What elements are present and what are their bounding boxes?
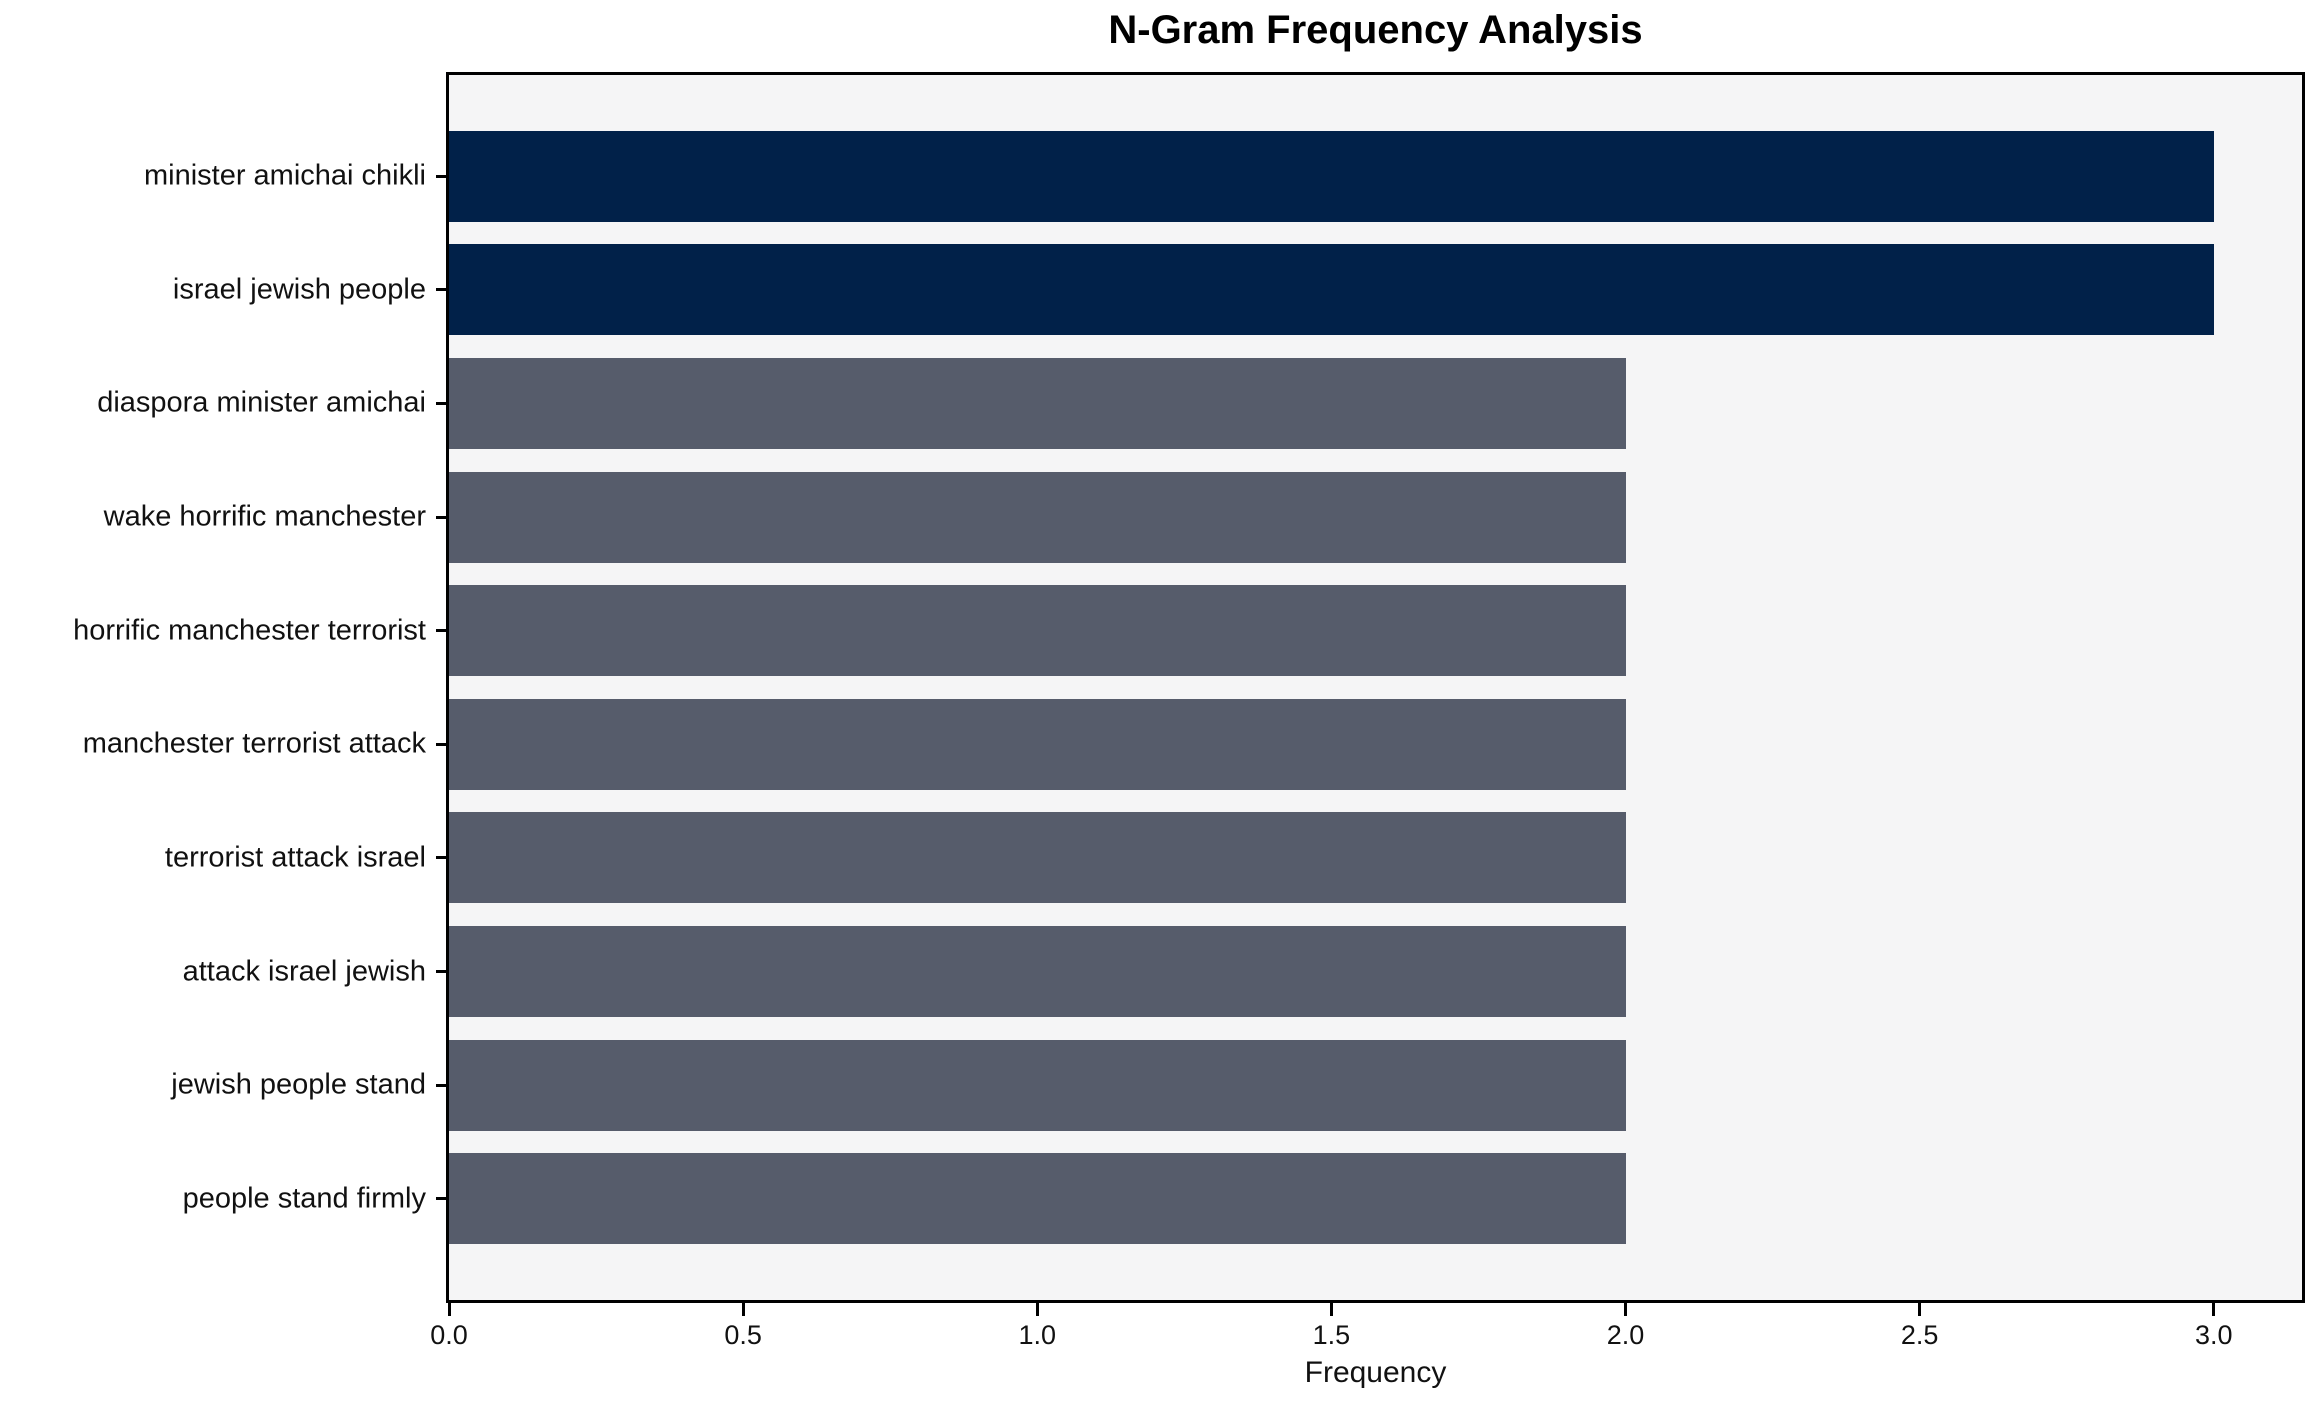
y-axis-tick [436,401,446,405]
y-axis-tick [436,1083,446,1087]
x-axis-tick-label: 0.0 [430,1320,468,1350]
y-axis-label: people stand firmly [182,1182,426,1215]
y-axis-tick [436,856,446,860]
y-axis-tick [436,515,446,519]
bar [449,585,1626,677]
y-axis-label: diaspora minister amichai [97,386,426,419]
x-axis-tick [1035,1303,1039,1316]
y-axis-label: terrorist attack israel [164,841,426,874]
y-axis-tick [436,1197,446,1201]
y-axis-label: minister amichai chikli [143,159,426,192]
bar [449,1153,1626,1245]
chart-title: N-Gram Frequency Analysis [1108,8,1643,52]
x-axis-tick [447,1303,451,1316]
x-axis-tick-label: 1.5 [1312,1320,1351,1350]
x-axis-label: Frequency [1304,1356,1447,1389]
x-axis-tick [2212,1303,2216,1316]
x-axis-tick-label: 2.5 [1900,1320,1939,1350]
y-axis-tick [436,174,446,178]
plot-area [446,72,2305,1303]
bar [449,130,2214,222]
x-axis-tick-label: 3.0 [2194,1320,2233,1350]
x-axis-tick [1329,1303,1333,1316]
y-axis-tick [436,970,446,974]
bar [449,926,1626,1018]
x-axis-tick [1918,1303,1922,1316]
x-axis-tick [1624,1303,1627,1316]
x-axis-tick [741,1303,745,1316]
y-axis-label: jewish people stand [171,1068,426,1101]
bar [449,1039,1626,1131]
bar [449,698,1626,790]
y-axis-label: horrific manchester terrorist [73,614,426,647]
y-axis-tick [436,288,446,292]
y-axis-tick [436,742,446,746]
x-axis-tick-label: 1.0 [1018,1320,1057,1350]
bar [449,812,1626,904]
y-axis-label: attack israel jewish [182,955,426,988]
bar [449,357,1626,449]
bar [449,244,2214,336]
y-axis-label: israel jewish people [172,273,426,306]
y-axis-label: manchester terrorist attack [82,727,426,760]
y-axis-tick [436,629,446,633]
y-axis-label: wake horrific manchester [103,500,426,533]
x-axis-tick-label: 0.5 [724,1320,762,1350]
x-axis-tick-label: 2.0 [1606,1320,1645,1350]
bar [449,471,1626,563]
